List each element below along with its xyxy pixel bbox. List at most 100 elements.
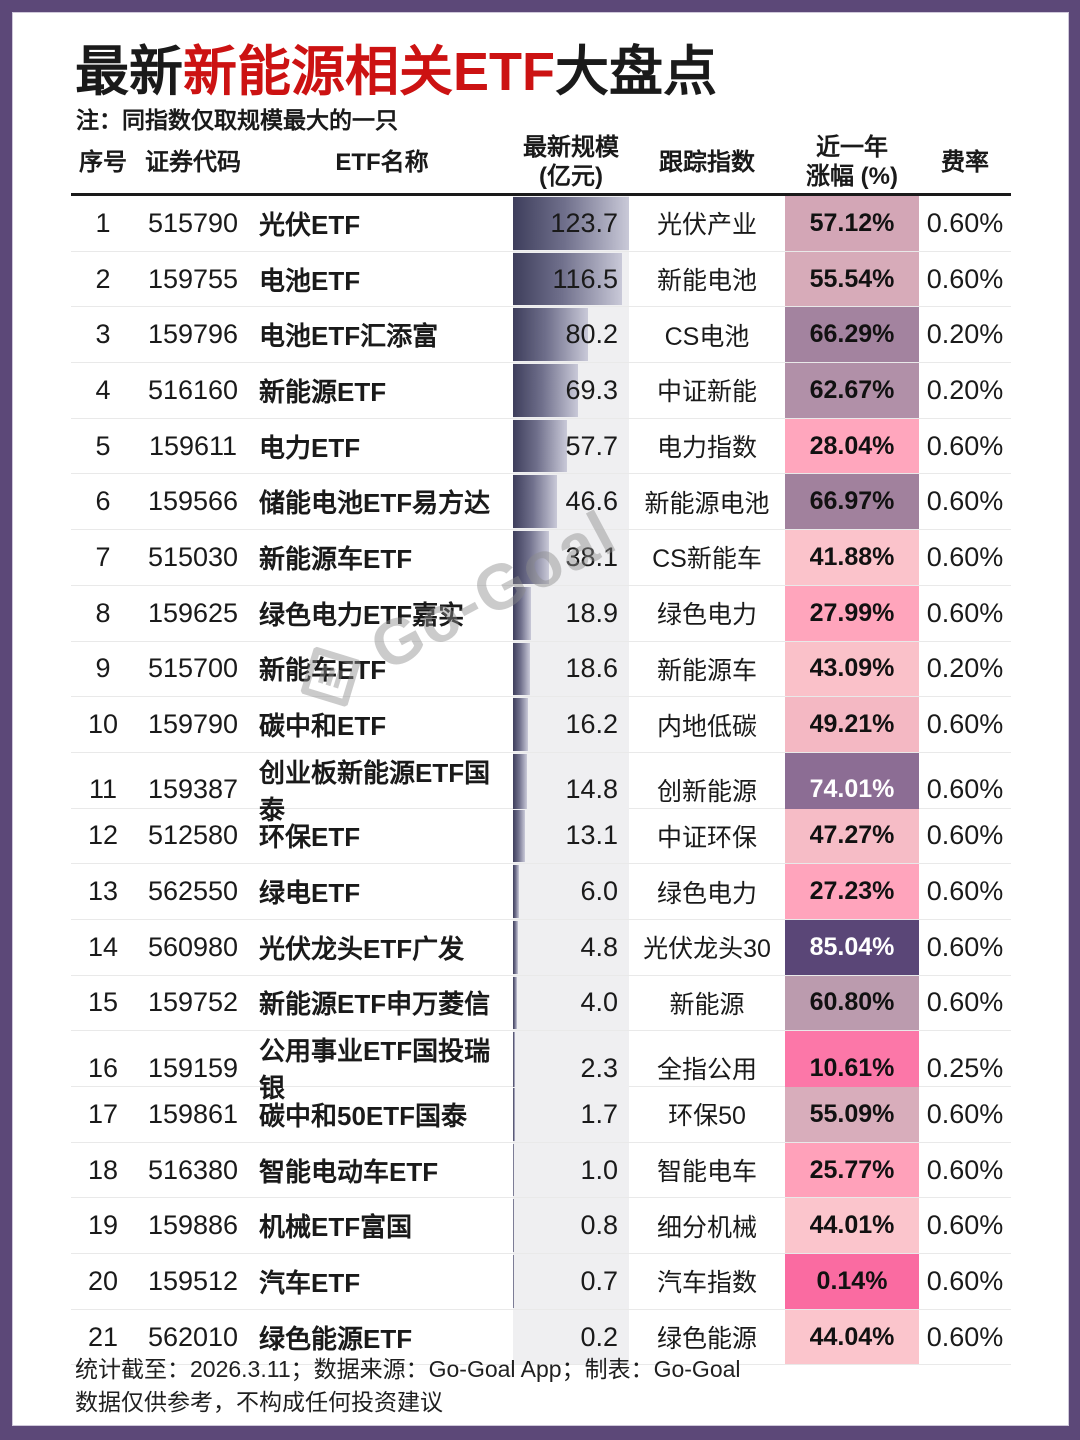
tracking-index-cell: 光伏龙头30 bbox=[643, 935, 771, 964]
fee-cell: 0.60% bbox=[926, 430, 1004, 461]
table-row: 4 516160 新能源ETF 69.3 中证新能 62.67% 0.20% bbox=[71, 363, 1011, 419]
row-number-cell: 19 bbox=[87, 1210, 119, 1241]
annual-return-cell: 55.54% bbox=[785, 251, 919, 307]
scale-bar bbox=[513, 419, 568, 473]
scale-cell: 69.3 bbox=[513, 363, 629, 418]
fee-cell: 0.60% bbox=[926, 541, 1004, 572]
ticker-code-cell: 562550 bbox=[147, 876, 239, 907]
table-note: 注：同指数仅取规模最大的一只 bbox=[76, 107, 398, 133]
tracking-index-cell: 新能电池 bbox=[656, 267, 757, 296]
row-number-cell: 17 bbox=[87, 1098, 119, 1129]
annual-return-cell: 57.12% bbox=[785, 196, 919, 251]
scale-cell: 4.0 bbox=[513, 975, 629, 1031]
fee-cell: 0.60% bbox=[926, 931, 1004, 962]
fee-cell: 0.60% bbox=[926, 1098, 1004, 1129]
scale-value: 0.7 bbox=[580, 1265, 618, 1296]
etf-name-cell: 智能电动车ETF bbox=[259, 1156, 439, 1187]
column-header-scale-line1: 最新规模 bbox=[523, 134, 619, 161]
row-number-cell: 6 bbox=[95, 486, 111, 517]
tracking-index-cell: 光伏产业 bbox=[656, 211, 757, 240]
scale-cell: 116.5 bbox=[513, 251, 629, 307]
scale-bar bbox=[513, 531, 549, 584]
scale-value: 16.2 bbox=[565, 709, 618, 740]
tracking-index-cell: 绿色电力 bbox=[656, 601, 757, 630]
tracking-index-cell: 电力指数 bbox=[656, 434, 757, 463]
table-row: 8 159625 绿色电力ETF嘉实 18.9 绿色电力 27.99% 0.60% bbox=[71, 585, 1011, 642]
row-number-cell: 20 bbox=[87, 1265, 119, 1296]
scale-cell: 0.8 bbox=[513, 1198, 629, 1254]
scale-value: 1.0 bbox=[580, 1154, 618, 1185]
ticker-code-cell: 560980 bbox=[147, 931, 239, 962]
fee-cell: 0.60% bbox=[926, 1154, 1004, 1185]
footer: 统计截至：2026.3.11；数据来源：Go-Goal App；制表：Go-Go… bbox=[75, 1353, 741, 1419]
column-header-code: 证券代码 bbox=[145, 148, 241, 176]
table-row: 14 560980 光伏龙头ETF广发 4.8 光伏龙头30 85.04% 0.60% bbox=[71, 919, 1011, 976]
ticker-code-cell: 562010 bbox=[147, 1321, 239, 1352]
ticker-code-cell: 515700 bbox=[147, 653, 239, 684]
scale-bar bbox=[513, 1199, 514, 1253]
tracking-index-cell: 内地低碳 bbox=[656, 712, 757, 741]
scale-cell: 1.7 bbox=[513, 1087, 629, 1142]
scale-bar bbox=[513, 920, 518, 974]
annual-return-cell: 66.97% bbox=[785, 474, 919, 530]
scale-value: 18.9 bbox=[565, 597, 618, 628]
column-header-return-line2: 涨幅 (%) bbox=[806, 163, 898, 190]
scale-cell: 0.2 bbox=[513, 1309, 629, 1365]
fee-cell: 0.60% bbox=[926, 774, 1004, 805]
tracking-index-cell: 全指公用 bbox=[656, 1056, 757, 1085]
scale-bar bbox=[513, 586, 531, 640]
table-row: 10 159790 碳中和ETF 16.2 内地低碳 49.21% 0.60% bbox=[71, 697, 1011, 753]
column-header-scale: 最新规模 (亿元) bbox=[513, 133, 629, 191]
row-number-cell: 3 bbox=[95, 319, 111, 350]
scale-cell: 46.6 bbox=[513, 474, 629, 530]
etf-name-cell: 新能车ETF bbox=[259, 655, 387, 686]
tracking-index-cell: 新能源 bbox=[669, 990, 745, 1019]
scale-cell: 18.9 bbox=[513, 585, 629, 641]
ticker-code-cell: 159755 bbox=[147, 263, 239, 294]
etf-name-cell: 公用事业ETF国投瑞银 bbox=[259, 1036, 491, 1104]
table-row: 19 159886 机械ETF富国 0.8 细分机械 44.01% 0.60% bbox=[71, 1198, 1011, 1255]
row-number-cell: 7 bbox=[95, 541, 111, 572]
table-row: 3 159796 电池ETF汇添富 80.2 CS电池 66.29% 0.20% bbox=[71, 307, 1011, 364]
etf-name-cell: 新能源车ETF bbox=[259, 543, 413, 574]
column-header-fee: 费率 bbox=[941, 148, 989, 176]
scale-bar bbox=[513, 1143, 514, 1197]
row-number-cell: 16 bbox=[87, 1052, 119, 1083]
scale-bar bbox=[513, 809, 526, 863]
scale-bar bbox=[513, 1255, 514, 1308]
tracking-index-cell: 绿色电力 bbox=[656, 879, 757, 908]
table-row: 11 159387 创业板新能源ETF国泰 14.8 创新能源 74.01% 0.60% bbox=[71, 752, 1011, 827]
table-row: 2 159755 电池ETF 116.5 新能电池 55.54% 0.60% bbox=[71, 251, 1011, 308]
table-body: 1 515790 光伏ETF 123.7 光伏产业 57.12% 0.60% 2 159755 电… bbox=[71, 196, 1011, 1366]
scale-value: 46.6 bbox=[565, 486, 618, 517]
fee-cell: 0.60% bbox=[926, 207, 1004, 238]
infographic-card: 最新新能源相关ETF大盘点 注：同指数仅取规模最大的一只 序号 证券代码 ETF… bbox=[12, 12, 1069, 1426]
column-header-return-line1: 近一年 bbox=[816, 134, 888, 161]
scale-cell: 80.2 bbox=[513, 307, 629, 363]
etf-name-cell: 电池ETF bbox=[259, 265, 361, 296]
scale-bar bbox=[513, 865, 519, 918]
scale-bar bbox=[513, 197, 629, 250]
etf-name-cell: 新能源ETF bbox=[259, 376, 387, 407]
scale-value: 38.1 bbox=[565, 541, 618, 572]
scale-value: 57.7 bbox=[565, 430, 618, 461]
tracking-index-cell: 智能电车 bbox=[656, 1158, 757, 1187]
table-row: 1 515790 光伏ETF 123.7 光伏产业 57.12% 0.60% bbox=[71, 196, 1011, 252]
ticker-code-cell: 159886 bbox=[147, 1210, 239, 1241]
tracking-index-cell: 细分机械 bbox=[656, 1213, 757, 1242]
ticker-code-cell: 159387 bbox=[147, 774, 239, 805]
etf-name-cell: 电力ETF bbox=[259, 432, 361, 463]
table-row: 21 562010 绿色能源ETF 0.2 绿色能源 44.04% 0.60% bbox=[71, 1309, 1011, 1366]
scale-value: 0.2 bbox=[580, 1321, 618, 1352]
etf-name-cell: 光伏龙头ETF广发 bbox=[259, 933, 465, 964]
row-number-cell: 2 bbox=[95, 263, 111, 294]
etf-name-cell: 新能源ETF申万菱信 bbox=[259, 989, 491, 1020]
scale-value: 14.8 bbox=[565, 774, 618, 805]
scale-cell: 38.1 bbox=[513, 530, 629, 585]
column-header-return: 近一年 涨幅 (%) bbox=[785, 133, 919, 191]
fee-cell: 0.25% bbox=[926, 1052, 1004, 1083]
title-part-red: 新能源相关ETF bbox=[183, 42, 555, 102]
row-number-cell: 21 bbox=[87, 1321, 119, 1352]
annual-return-cell: 28.04% bbox=[785, 418, 919, 474]
scale-value: 80.2 bbox=[565, 319, 618, 350]
